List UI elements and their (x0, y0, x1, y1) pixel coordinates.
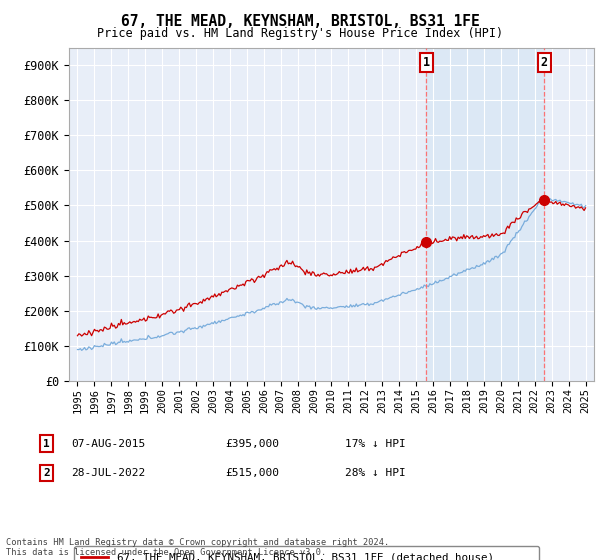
Text: 17% ↓ HPI: 17% ↓ HPI (345, 438, 406, 449)
Text: 67, THE MEAD, KEYNSHAM, BRISTOL, BS31 1FE: 67, THE MEAD, KEYNSHAM, BRISTOL, BS31 1F… (121, 14, 479, 29)
Text: Price paid vs. HM Land Registry's House Price Index (HPI): Price paid vs. HM Land Registry's House … (97, 27, 503, 40)
Text: 1: 1 (43, 438, 50, 449)
Text: 2: 2 (43, 468, 50, 478)
Text: 07-AUG-2015: 07-AUG-2015 (71, 438, 145, 449)
Text: 1: 1 (423, 56, 430, 69)
Text: £395,000: £395,000 (225, 438, 279, 449)
Text: Contains HM Land Registry data © Crown copyright and database right 2024.
This d: Contains HM Land Registry data © Crown c… (6, 538, 389, 557)
Text: 28-JUL-2022: 28-JUL-2022 (71, 468, 145, 478)
Bar (427, 48, 544, 381)
Text: £515,000: £515,000 (225, 468, 279, 478)
Text: 28% ↓ HPI: 28% ↓ HPI (345, 468, 406, 478)
Legend: 67, THE MEAD, KEYNSHAM, BRISTOL, BS31 1FE (detached house), HPI: Average price, : 67, THE MEAD, KEYNSHAM, BRISTOL, BS31 1F… (74, 546, 539, 560)
Text: 2: 2 (541, 56, 548, 69)
